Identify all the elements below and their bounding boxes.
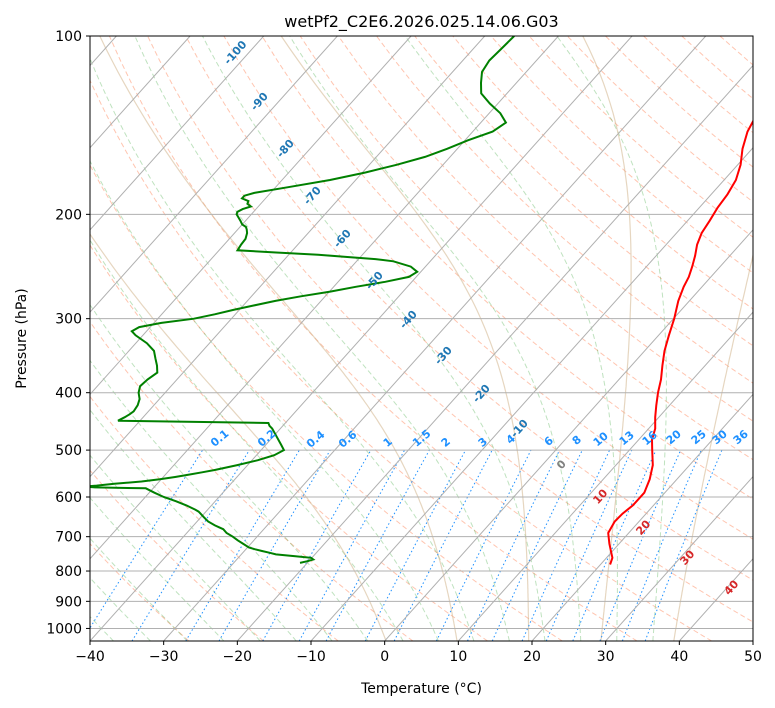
mixing-ratio-line xyxy=(325,449,430,641)
dry-adiabat xyxy=(90,244,488,641)
y-tick-label: 200 xyxy=(55,207,82,223)
y-tick-label: 900 xyxy=(55,594,82,610)
grid-isotherm xyxy=(90,36,191,149)
mixing-ratio-line xyxy=(435,449,532,641)
dry-adiabat xyxy=(452,36,753,310)
grid-isotherm xyxy=(531,393,753,641)
x-tick-label: −20 xyxy=(223,649,253,665)
y-tick-label: 100 xyxy=(55,29,82,45)
x-tick-label: −30 xyxy=(149,649,179,665)
axis-ticks: −40 −30 −20 −10 0 10 20 30 40 50 100 200 300 400 500 60… xyxy=(46,29,762,665)
moist-adiabat xyxy=(90,160,439,641)
grid-isotherm xyxy=(384,229,753,641)
y-tick-label: 600 xyxy=(55,490,82,506)
moist-adiabat xyxy=(289,36,582,641)
dry-adiabat xyxy=(147,36,753,623)
chart-title: wetPf2_C2E6.2026.025.14.06.G03 xyxy=(284,12,558,32)
background-lines xyxy=(90,36,753,641)
temperature-line xyxy=(607,119,753,565)
moist-adiabat xyxy=(90,496,225,641)
y-tick-label: 300 xyxy=(55,312,82,328)
x-tick-label: −10 xyxy=(296,649,326,665)
mixing-ratio-line xyxy=(599,449,682,641)
x-tick-label: −40 xyxy=(75,649,105,665)
grid-isotherm xyxy=(605,475,753,641)
x-tick-label: 50 xyxy=(744,649,762,665)
mixing-ratio-line xyxy=(545,449,633,641)
y-tick-label: 400 xyxy=(55,386,82,402)
dry-adiabat xyxy=(90,79,638,641)
grid-isotherm xyxy=(163,36,707,641)
moist-adiabat xyxy=(134,36,510,641)
theta-e-curve xyxy=(280,36,530,641)
theta-e-curve xyxy=(90,233,387,641)
moist-adiabat xyxy=(90,303,369,641)
grid-isotherm xyxy=(236,64,753,641)
dewpoint-line xyxy=(90,36,515,564)
grid-isotherm xyxy=(310,146,753,641)
dry-adiabat xyxy=(376,36,753,384)
x-tick-label: 10 xyxy=(449,649,467,665)
moist-adiabat xyxy=(90,409,297,641)
dry-adiabat xyxy=(223,36,753,540)
grid-isotherm xyxy=(90,36,486,478)
grid-isotherm xyxy=(90,36,265,231)
mixing-ratio-line xyxy=(621,449,702,641)
x-tick-label: 0 xyxy=(380,649,389,665)
mixing-ratio-line xyxy=(644,449,723,641)
moist-adiabat xyxy=(90,537,188,641)
grid-isotherm xyxy=(90,36,633,641)
theta-e-curve xyxy=(582,36,632,641)
mixing-ratio-line xyxy=(90,449,204,629)
x-tick-label: 30 xyxy=(597,649,615,665)
mixing-ratio-line xyxy=(298,449,406,641)
moist-adiabat xyxy=(556,36,667,641)
dry-adiabat xyxy=(90,469,264,641)
y-tick-label: 800 xyxy=(55,564,82,580)
dry-adiabat xyxy=(337,36,753,422)
plot-frame xyxy=(89,35,754,642)
mixing-ratio-line xyxy=(572,449,657,641)
x-axis-label: Temperature (°C) xyxy=(360,681,482,697)
y-axis-label: Pressure (hPa) xyxy=(14,288,30,388)
moist-adiabat xyxy=(90,454,261,641)
y-tick-label: 700 xyxy=(55,530,82,546)
dry-adiabat xyxy=(185,36,753,581)
theta-e-curve xyxy=(673,252,753,641)
x-tick-label: 20 xyxy=(523,649,541,665)
grid-isotherm xyxy=(90,36,338,313)
moist-adiabat xyxy=(90,577,151,641)
moist-adiabat xyxy=(90,239,404,641)
dry-adiabat xyxy=(261,36,753,500)
y-tick-label: 1000 xyxy=(46,621,82,637)
dry-adiabat xyxy=(90,164,563,641)
y-tick-label: 500 xyxy=(55,443,82,459)
moist-adiabat xyxy=(90,57,475,641)
grid-isotherm xyxy=(90,36,559,560)
grid-lines xyxy=(90,36,753,641)
grid-isotherm xyxy=(457,311,753,641)
moist-adiabat xyxy=(404,36,618,641)
moist-adiabat xyxy=(202,36,546,641)
mixing-ratio-line xyxy=(262,449,372,641)
x-tick-label: 40 xyxy=(670,649,688,665)
profiles xyxy=(90,36,753,565)
